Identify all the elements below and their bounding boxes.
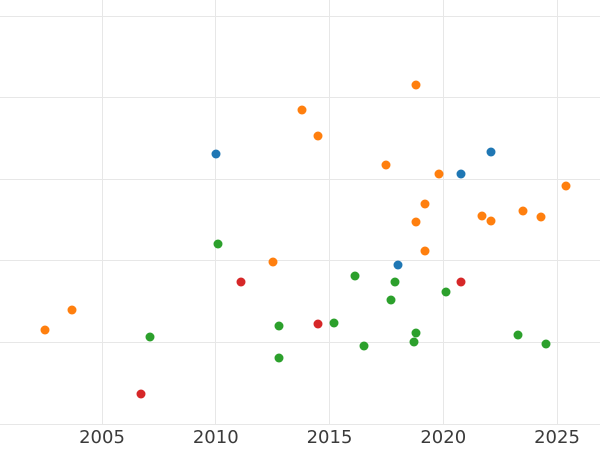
data-point-series-green [274,353,284,363]
data-point-series-orange [40,325,50,335]
x-tick-label: 2015 [306,427,353,448]
data-point-series-green [441,287,451,297]
data-point-series-orange [518,206,528,216]
data-point-series-green [145,332,155,342]
data-point-series-orange [420,246,430,256]
gridline-x [329,0,330,424]
x-tick-label: 2005 [79,427,125,448]
data-point-series-green [513,330,523,340]
gridline-y [0,423,600,425]
data-point-series-green [411,328,421,338]
data-point-series-orange [486,216,496,226]
data-point-series-green [213,239,223,249]
gridline-y [0,341,600,343]
data-point-series-red [236,277,246,287]
data-point-series-red [313,319,323,329]
data-point-series-green [359,341,369,351]
x-tick-label: 2025 [534,427,580,448]
data-point-series-orange [411,217,421,227]
data-point-series-orange [313,131,323,141]
data-point-series-orange [536,212,546,222]
data-point-series-blue [456,169,466,179]
data-point-series-orange [477,211,487,221]
gridline-y [0,15,600,17]
gridline-x [215,0,217,424]
x-tick-label: 2010 [192,427,239,448]
data-point-series-orange [434,169,444,179]
data-point-series-orange [297,105,307,115]
data-point-series-green [329,318,339,328]
data-point-series-green [390,277,400,287]
data-point-series-orange [420,199,430,209]
data-point-series-green [409,337,419,347]
gridline-y [0,178,600,180]
data-point-series-orange [381,160,391,170]
gridline-x [556,0,558,424]
data-point-series-orange [561,181,571,191]
data-point-series-red [136,389,146,399]
data-point-series-blue [211,149,221,159]
gridline-y [0,97,600,99]
gridline-x [101,0,103,424]
x-tick-label: 2020 [420,427,467,448]
data-point-series-orange [67,305,77,315]
data-point-series-orange [411,80,421,90]
data-point-series-green [386,295,396,305]
gridline-x [442,0,444,424]
data-point-series-green [350,271,360,281]
data-point-series-green [274,321,284,331]
data-point-series-green [541,339,551,349]
data-point-series-blue [393,260,403,270]
gridline-y [0,260,600,262]
data-point-series-orange [268,257,278,267]
data-point-series-red [456,277,466,287]
data-point-series-blue [486,147,496,157]
